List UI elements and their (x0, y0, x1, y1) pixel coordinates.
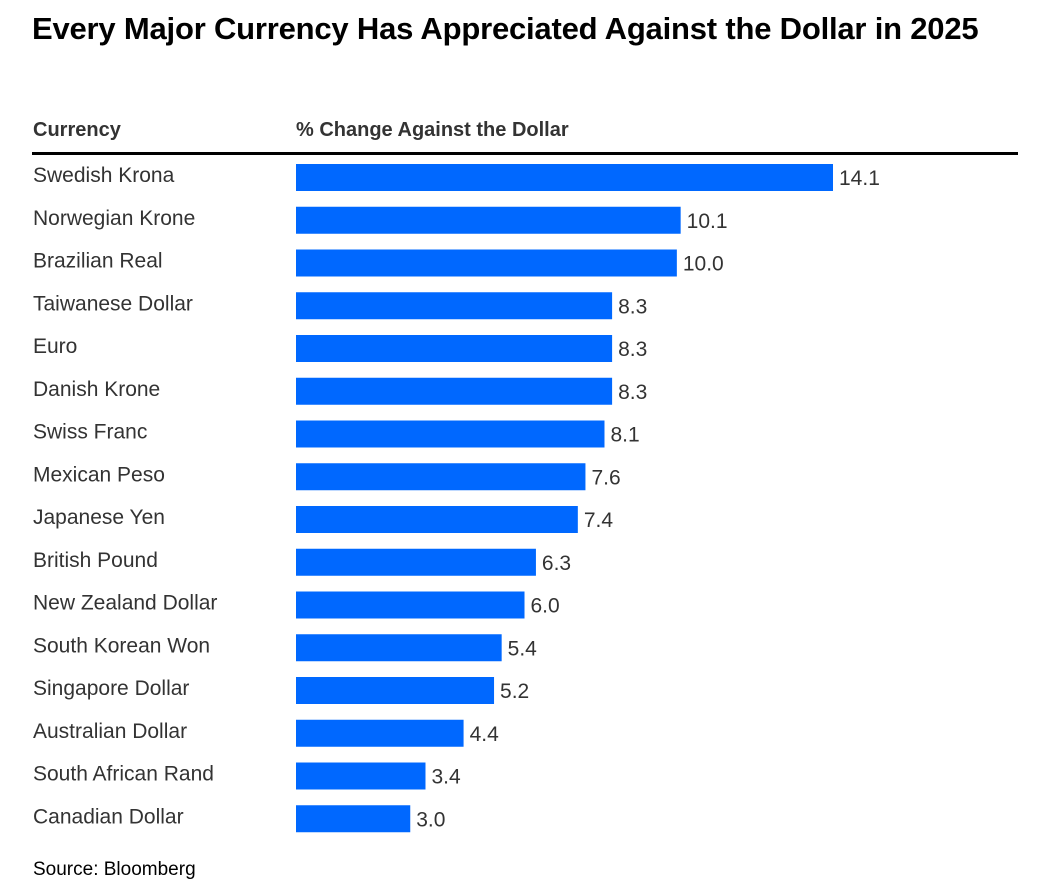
category-label-taiwanese-dollar: Taiwanese Dollar (33, 292, 193, 315)
value-label-danish-krone: 8.3 (618, 381, 647, 404)
value-label-south-korean-won: 5.4 (508, 637, 538, 660)
bar-swiss-franc (296, 420, 605, 448)
category-label-british-pound: British Pound (33, 549, 158, 572)
bar-mexican-peso (296, 463, 586, 491)
bar-canadian-dollar (296, 805, 411, 833)
bar-new-zealand-dollar (296, 591, 525, 619)
bar-singapore-dollar (296, 677, 495, 704)
change-column-header: % Change Against the Dollar (296, 119, 569, 141)
value-label-brazilian-real: 10.0 (683, 253, 724, 276)
value-label-euro: 8.3 (618, 338, 647, 361)
bar-japanese-yen (296, 506, 578, 533)
bar-south-african-rand (296, 762, 426, 790)
category-label-norwegian-krone: Norwegian Krone (33, 207, 195, 230)
category-label-danish-krone: Danish Krone (33, 378, 160, 401)
category-label-euro: Euro (33, 335, 77, 358)
value-label-british-pound: 6.3 (542, 552, 571, 575)
value-label-swedish-krona: 14.1 (839, 167, 880, 190)
bar-swedish-krona (296, 164, 833, 191)
category-label-new-zealand-dollar: New Zealand Dollar (33, 592, 217, 615)
value-label-australian-dollar: 4.4 (470, 723, 500, 746)
category-label-south-korean-won: South Korean Won (33, 634, 210, 657)
value-label-new-zealand-dollar: 6.0 (531, 595, 560, 618)
value-label-mexican-peso: 7.6 (591, 466, 620, 489)
bar-taiwanese-dollar (296, 292, 613, 320)
category-label-mexican-peso: Mexican Peso (33, 463, 165, 486)
value-label-taiwanese-dollar: 8.3 (618, 295, 647, 318)
value-label-singapore-dollar: 5.2 (500, 680, 529, 703)
category-label-swedish-krona: Swedish Krona (33, 164, 175, 187)
category-label-canadian-dollar: Canadian Dollar (33, 805, 184, 828)
value-label-canadian-dollar: 3.0 (416, 808, 445, 831)
value-label-norwegian-krone: 10.1 (687, 210, 728, 233)
category-label-singapore-dollar: Singapore Dollar (33, 677, 189, 700)
category-label-brazilian-real: Brazilian Real (33, 250, 163, 273)
bar-euro (296, 335, 613, 362)
bar-danish-krone (296, 377, 613, 405)
category-label-japanese-yen: Japanese Yen (33, 506, 165, 529)
bar-south-korean-won (296, 634, 502, 662)
bar-british-pound (296, 548, 536, 576)
value-label-south-african-rand: 3.4 (431, 766, 461, 789)
category-label-australian-dollar: Australian Dollar (33, 720, 187, 743)
chart-title: Every Major Currency Has Appreciated Aga… (32, 11, 979, 46)
value-label-japanese-yen: 7.4 (584, 509, 614, 532)
bar-brazilian-real (296, 249, 677, 277)
bar-norwegian-krone (296, 206, 681, 234)
value-label-swiss-franc: 8.1 (610, 424, 639, 447)
source-note: Source: Bloomberg (33, 859, 196, 880)
bar-australian-dollar (296, 719, 464, 747)
currency-column-header: Currency (33, 119, 121, 141)
category-label-swiss-franc: Swiss Franc (33, 421, 147, 444)
header-rule (32, 152, 1018, 155)
category-label-south-african-rand: South African Rand (33, 763, 214, 786)
